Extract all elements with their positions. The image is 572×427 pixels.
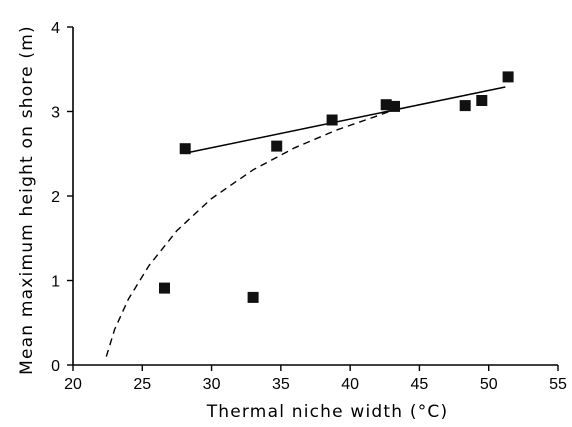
x-tick-label: 40 [341,376,359,393]
data-point [502,71,514,83]
data-point [159,282,170,294]
x-axis-label: Thermal niche width (°C) [206,402,449,422]
x-tick-label: 50 [480,376,498,393]
data-point [271,140,283,152]
y-ticks: 0 1 2 3 4 [51,20,73,375]
x-tick-label: 20 [64,376,82,393]
data-point [380,99,392,111]
dashed-fit-curve [105,107,399,357]
y-tick-label: 3 [51,105,60,122]
x-tick-label: 35 [272,376,290,393]
x-ticks: 20 25 30 35 40 45 50 55 [64,365,567,393]
fit-lines [105,86,506,357]
data-point [459,100,471,112]
data-point [476,95,488,106]
data-point [179,143,191,155]
y-axis-label: Mean maximum height on shore (m) [17,25,37,375]
data-point [247,291,259,303]
y-tick-label: 4 [51,20,60,37]
y-tick-label: 1 [51,274,60,291]
y-tick-label: 2 [51,189,60,206]
y-tick-label: 0 [51,358,60,375]
x-tick-label: 30 [203,376,221,393]
data-point [389,100,400,112]
x-tick-label: 55 [549,376,567,393]
data-point [326,114,338,126]
axes [72,27,558,366]
data-points [159,71,514,303]
x-tick-label: 45 [411,376,429,393]
solid-fit-line [186,86,506,154]
x-tick-label: 25 [133,376,151,393]
